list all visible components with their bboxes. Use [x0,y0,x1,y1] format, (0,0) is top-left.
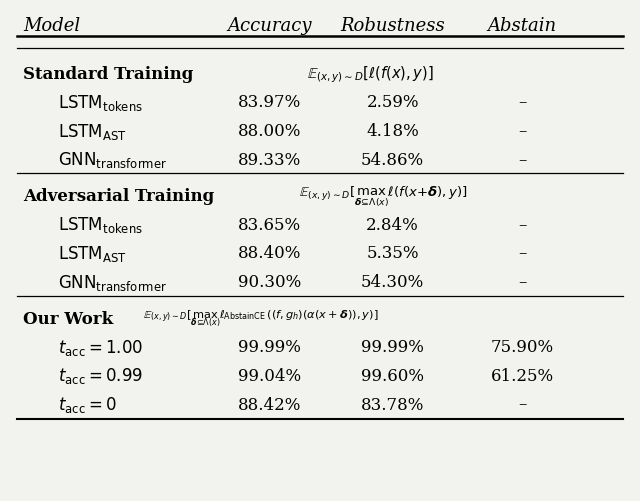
Text: $\mathrm{GNN}$$_{\mathrm{transformer}}$: $\mathrm{GNN}$$_{\mathrm{transformer}}$ [58,272,167,292]
Text: Abstain: Abstain [488,18,557,35]
Text: $\mathrm{LSTM}$$_{\mathrm{AST}}$: $\mathrm{LSTM}$$_{\mathrm{AST}}$ [58,243,127,264]
Text: Adversarial Training: Adversarial Training [23,188,214,205]
Text: 99.99%: 99.99% [238,339,301,356]
Text: 61.25%: 61.25% [491,367,554,384]
Text: 2.59%: 2.59% [366,94,419,111]
Text: $\mathrm{LSTM}$$_{\mathrm{tokens}}$: $\mathrm{LSTM}$$_{\mathrm{tokens}}$ [58,215,143,235]
Text: 4.18%: 4.18% [366,123,419,140]
Text: Robustness: Robustness [340,18,445,35]
Text: 5.35%: 5.35% [366,245,419,262]
Text: 54.30%: 54.30% [361,274,424,291]
Text: $\mathbb{E}_{(x,y)\sim D}[\max_{\boldsymbol{\delta}\subseteq\Lambda(x)} \ell_{\m: $\mathbb{E}_{(x,y)\sim D}[\max_{\boldsym… [143,308,379,329]
Text: –: – [518,151,526,168]
Text: $t_{\mathrm{acc}} = 0$: $t_{\mathrm{acc}} = 0$ [58,394,116,414]
Text: 83.78%: 83.78% [361,396,424,413]
Text: Accuracy: Accuracy [227,18,312,35]
Text: 75.90%: 75.90% [491,339,554,356]
Text: 88.42%: 88.42% [238,396,301,413]
Text: –: – [518,396,526,413]
Text: 83.97%: 83.97% [238,94,301,111]
Text: –: – [518,123,526,140]
Text: Standard Training: Standard Training [23,66,193,83]
Text: 88.40%: 88.40% [238,245,301,262]
Text: –: – [518,94,526,111]
Text: 99.99%: 99.99% [361,339,424,356]
Text: $\mathbb{E}_{(x,y)\sim D}[\ell(f(x), y)]$: $\mathbb{E}_{(x,y)\sim D}[\ell(f(x), y)]… [307,64,434,84]
Text: 88.00%: 88.00% [238,123,301,140]
Text: 2.84%: 2.84% [366,216,419,233]
Text: $\mathrm{LSTM}$$_{\mathrm{AST}}$: $\mathrm{LSTM}$$_{\mathrm{AST}}$ [58,121,127,141]
Text: 83.65%: 83.65% [238,216,301,233]
Text: 99.04%: 99.04% [238,367,301,384]
Text: –: – [518,245,526,262]
Text: Our Work: Our Work [23,310,113,327]
Text: 54.86%: 54.86% [361,151,424,168]
Text: 99.60%: 99.60% [361,367,424,384]
Text: 89.33%: 89.33% [238,151,301,168]
Text: –: – [518,216,526,233]
Text: $\mathrm{GNN}$$_{\mathrm{transformer}}$: $\mathrm{GNN}$$_{\mathrm{transformer}}$ [58,150,167,170]
Text: $\mathrm{LSTM}$$_{\mathrm{tokens}}$: $\mathrm{LSTM}$$_{\mathrm{tokens}}$ [58,93,143,113]
Text: –: – [518,274,526,291]
Text: 90.30%: 90.30% [238,274,301,291]
Text: $\mathbb{E}_{(x,y)\sim D}[\max_{\boldsymbol{\delta}\subseteq\Lambda(x)} \ell(f(x: $\mathbb{E}_{(x,y)\sim D}[\max_{\boldsym… [299,184,467,209]
Text: $t_{\mathrm{acc}} = 1.00$: $t_{\mathrm{acc}} = 1.00$ [58,337,143,357]
Text: $t_{\mathrm{acc}} = 0.99$: $t_{\mathrm{acc}} = 0.99$ [58,366,143,386]
Text: Model: Model [23,18,80,35]
